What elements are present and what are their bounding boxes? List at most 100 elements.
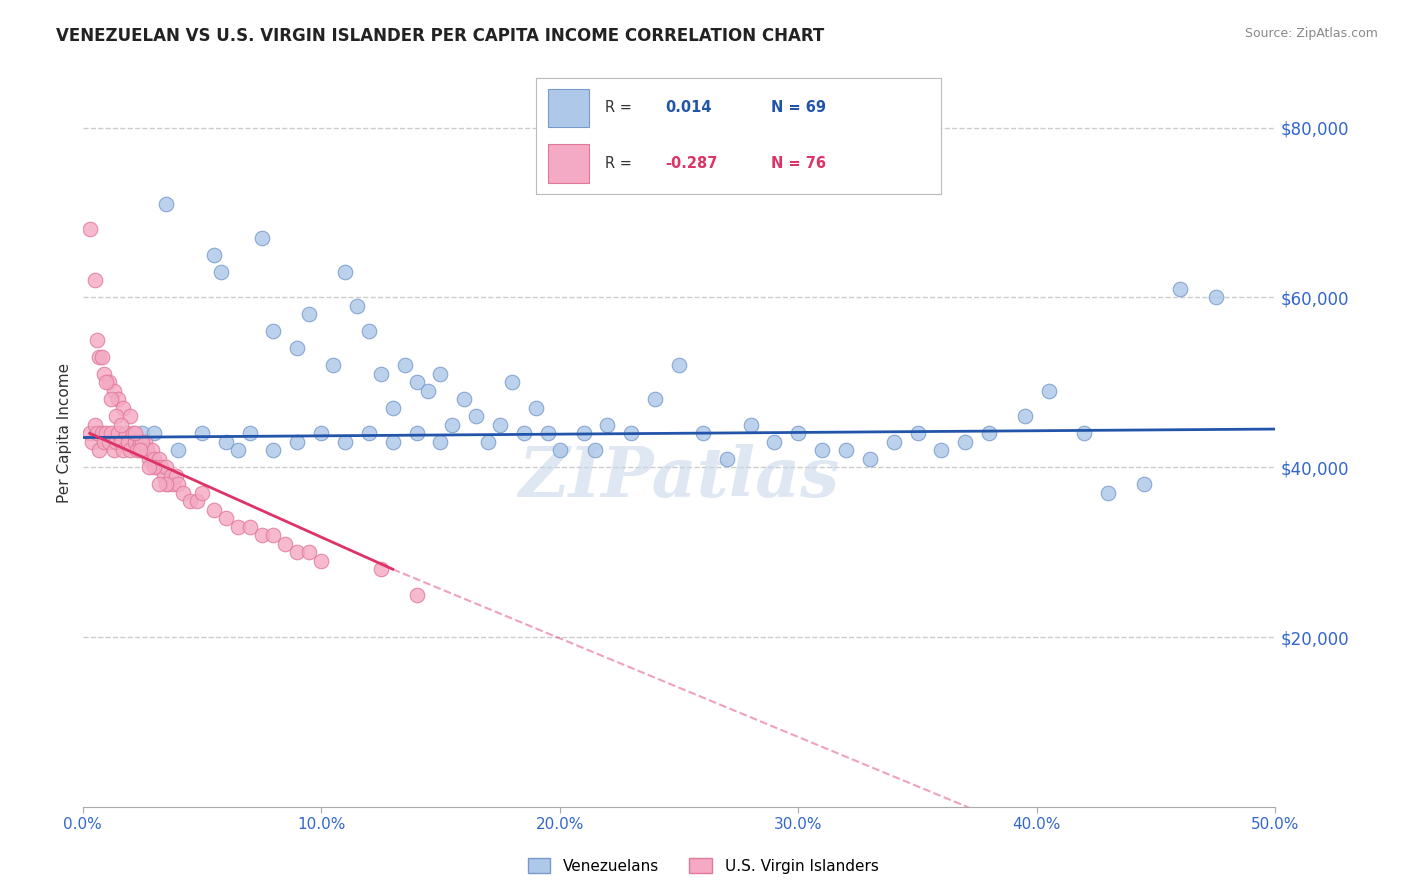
Point	[740, 417, 762, 432]
Point	[285, 434, 308, 449]
Point	[524, 401, 547, 415]
Point	[333, 434, 356, 449]
Text: VENEZUELAN VS U.S. VIRGIN ISLANDER PER CAPITA INCOME CORRELATION CHART: VENEZUELAN VS U.S. VIRGIN ISLANDER PER C…	[56, 27, 824, 45]
Legend: Venezuelans, U.S. Virgin Islanders: Venezuelans, U.S. Virgin Islanders	[522, 852, 884, 880]
Point	[112, 443, 135, 458]
Point	[215, 434, 238, 449]
Point	[370, 367, 392, 381]
Point	[381, 434, 404, 449]
Point	[931, 443, 953, 458]
Point	[186, 494, 208, 508]
Point	[93, 367, 115, 381]
Point	[465, 409, 488, 424]
Point	[128, 443, 150, 458]
Point	[172, 485, 194, 500]
Point	[138, 451, 160, 466]
Point	[501, 376, 523, 390]
Point	[89, 350, 111, 364]
Text: ZIPatlas: ZIPatlas	[519, 444, 839, 512]
Point	[513, 426, 536, 441]
Point	[89, 443, 111, 458]
Point	[114, 426, 136, 441]
Point	[405, 376, 427, 390]
Point	[644, 392, 666, 407]
Point	[537, 426, 560, 441]
Point	[82, 434, 104, 449]
Point	[322, 359, 344, 373]
Point	[250, 231, 273, 245]
Y-axis label: Per Capita Income: Per Capita Income	[58, 363, 72, 503]
Point	[167, 477, 190, 491]
Point	[883, 434, 905, 449]
Point	[97, 434, 120, 449]
Point	[93, 434, 115, 449]
Point	[191, 485, 214, 500]
Point	[131, 434, 153, 449]
Point	[155, 197, 177, 211]
Point	[103, 443, 125, 458]
Point	[86, 426, 108, 441]
Point	[96, 376, 118, 390]
Point	[120, 443, 142, 458]
Point	[143, 426, 166, 441]
Point	[96, 426, 118, 441]
Point	[239, 519, 262, 533]
Point	[1133, 477, 1156, 491]
Point	[298, 545, 321, 559]
Point	[370, 562, 392, 576]
Point	[489, 417, 512, 432]
Point	[357, 324, 380, 338]
Point	[262, 443, 284, 458]
Point	[429, 367, 451, 381]
Point	[136, 443, 159, 458]
Point	[104, 434, 127, 449]
Point	[1038, 384, 1060, 398]
Point	[209, 265, 232, 279]
Point	[97, 376, 120, 390]
Point	[859, 451, 882, 466]
Point	[274, 537, 297, 551]
Point	[620, 426, 643, 441]
Point	[145, 460, 167, 475]
Point	[262, 528, 284, 542]
Point	[150, 460, 173, 475]
Point	[357, 426, 380, 441]
Point	[835, 443, 858, 458]
Point	[405, 588, 427, 602]
Point	[124, 434, 146, 449]
Point	[262, 324, 284, 338]
Point	[477, 434, 499, 449]
Point	[86, 333, 108, 347]
Point	[179, 494, 201, 508]
Point	[134, 434, 156, 449]
Point	[155, 477, 177, 491]
Point	[429, 434, 451, 449]
Point	[121, 426, 143, 441]
Point	[202, 502, 225, 516]
Point	[333, 265, 356, 279]
Point	[585, 443, 607, 458]
Point	[1073, 426, 1095, 441]
Point	[381, 401, 404, 415]
Point	[112, 401, 135, 415]
Point	[1097, 485, 1119, 500]
Point	[215, 511, 238, 525]
Point	[148, 451, 170, 466]
Point	[110, 417, 132, 432]
Point	[107, 392, 129, 407]
Point	[83, 273, 105, 287]
Point	[907, 426, 929, 441]
Point	[138, 460, 160, 475]
Point	[79, 426, 101, 441]
Point	[100, 426, 122, 441]
Point	[124, 426, 146, 441]
Point	[309, 426, 332, 441]
Point	[250, 528, 273, 542]
Point	[127, 443, 149, 458]
Point	[298, 307, 321, 321]
Point	[117, 434, 139, 449]
Point	[572, 426, 595, 441]
Point	[394, 359, 416, 373]
Point	[90, 426, 112, 441]
Point	[596, 417, 619, 432]
